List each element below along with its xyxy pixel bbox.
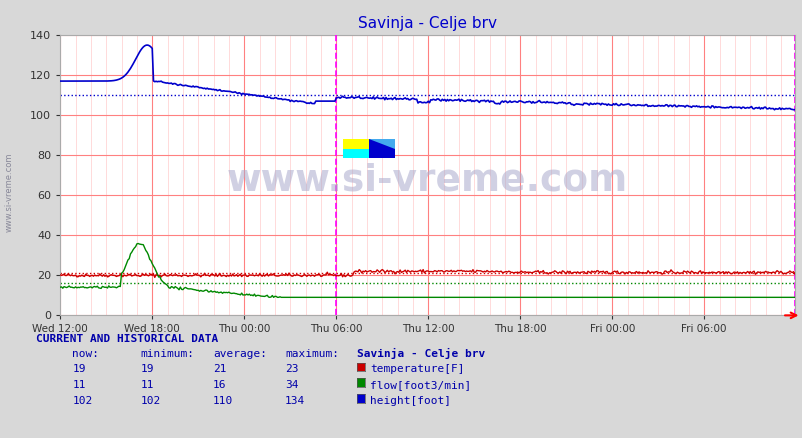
Text: minimum:: minimum: [140, 349, 194, 359]
Text: 11: 11 [140, 380, 154, 390]
Text: 19: 19 [72, 364, 86, 374]
Text: height[foot]: height[foot] [370, 396, 451, 406]
Text: 134: 134 [285, 396, 305, 406]
Text: maximum:: maximum: [285, 349, 338, 359]
Bar [368, 139, 394, 159]
Text: 23: 23 [285, 364, 298, 374]
Text: average:: average: [213, 349, 266, 359]
Polygon shape [368, 139, 394, 148]
Text: www.si-vreme.com: www.si-vreme.com [227, 163, 627, 199]
Text: 11: 11 [72, 380, 86, 390]
Text: 110: 110 [213, 396, 233, 406]
Text: temperature[F]: temperature[F] [370, 364, 464, 374]
Text: 102: 102 [140, 396, 160, 406]
Title: Savinja - Celje brv: Savinja - Celje brv [358, 16, 496, 31]
Text: flow[foot3/min]: flow[foot3/min] [370, 380, 471, 390]
Text: www.si-vreme.com: www.si-vreme.com [5, 153, 14, 233]
Text: 34: 34 [285, 380, 298, 390]
Text: 21: 21 [213, 364, 226, 374]
Text: 19: 19 [140, 364, 154, 374]
Text: 102: 102 [72, 396, 92, 406]
Bar [342, 139, 368, 148]
Text: CURRENT AND HISTORICAL DATA: CURRENT AND HISTORICAL DATA [36, 334, 218, 344]
Text: now:: now: [72, 349, 99, 359]
Bar [342, 148, 368, 159]
Text: 16: 16 [213, 380, 226, 390]
Text: Savinja - Celje brv: Savinja - Celje brv [357, 348, 485, 359]
